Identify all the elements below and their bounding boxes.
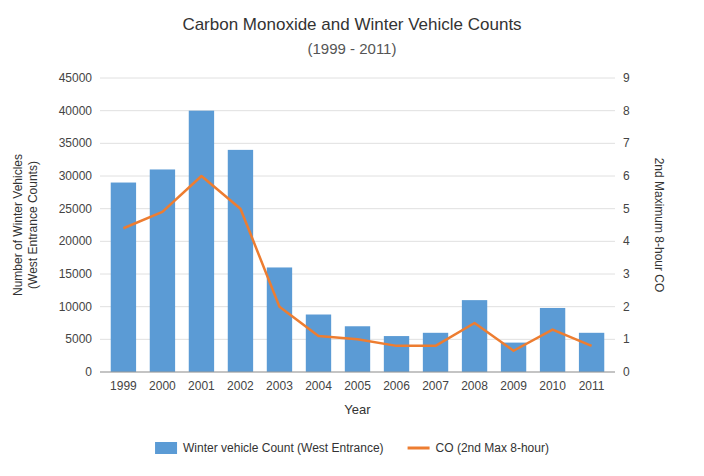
bar <box>579 333 604 372</box>
subtitle: (1999 - 2011) <box>308 40 397 57</box>
y2-tick-label: 1 <box>623 332 630 346</box>
grid <box>100 78 615 372</box>
legend-item: CO (2nd Max 8-hour) <box>408 441 549 455</box>
x-tick-label: 2003 <box>266 379 293 393</box>
y-tick-label: 10000 <box>59 300 93 314</box>
grid-line <box>100 78 615 79</box>
y-axis-label: Number of Winter Vehicles(West Entrance … <box>11 154 40 296</box>
y-tick-label: 40000 <box>59 104 93 118</box>
grid-line <box>100 110 615 111</box>
bar <box>306 315 331 372</box>
bar <box>189 111 214 372</box>
grid-line <box>100 176 615 177</box>
bar <box>540 308 565 372</box>
x-axis-line <box>100 372 615 373</box>
y-tick-label: 0 <box>85 365 92 379</box>
bar <box>228 150 253 372</box>
y-axis-label-line: (West Entrance Counts) <box>26 161 40 289</box>
legend-label: Winter vehicle Count (West Entrance) <box>183 441 384 455</box>
grid-line <box>100 306 615 307</box>
y-tick-label: 30000 <box>59 169 93 183</box>
x-tick-label: 2004 <box>305 379 332 393</box>
grid-line <box>100 143 615 144</box>
y-tick-label: 15000 <box>59 267 93 281</box>
y2-tick-label: 5 <box>623 202 630 216</box>
x-tick-label: 2010 <box>539 379 566 393</box>
x-tick-label: 2001 <box>188 379 215 393</box>
x-tick-label: 2002 <box>227 379 254 393</box>
y-tick-label: 5000 <box>65 332 92 346</box>
x-tick-label: 2007 <box>422 379 449 393</box>
y2-tick-label: 7 <box>623 136 630 150</box>
y2-tick-label: 2 <box>623 300 630 314</box>
x-tick-label: 2011 <box>579 379 605 393</box>
bar <box>111 183 136 372</box>
bar <box>462 300 487 372</box>
bar <box>384 336 409 372</box>
bar <box>150 169 175 372</box>
x-axis-label: Year <box>344 402 371 417</box>
y-tick-label: 25000 <box>59 202 93 216</box>
y2-tick-label: 8 <box>623 104 630 118</box>
title: Carbon Monoxide and Winter Vehicle Count… <box>182 15 521 34</box>
legend-swatch <box>155 442 177 454</box>
line <box>123 176 591 351</box>
bar <box>345 326 370 372</box>
marks <box>111 111 605 372</box>
legend-item: Winter vehicle Count (West Entrance) <box>155 441 384 455</box>
y-tick-label: 45000 <box>59 71 93 85</box>
y2-tick-label: 0 <box>623 365 630 379</box>
grid-line <box>100 274 615 275</box>
x-tick-label: 2005 <box>344 379 371 393</box>
legend: Winter vehicle Count (West Entrance) CO (… <box>155 441 549 455</box>
x-tick-label: 2009 <box>500 379 527 393</box>
x-tick-label: 2000 <box>149 379 176 393</box>
y2-axis-label: 2nd Maximum 8-hour CO <box>652 158 666 293</box>
x-tick-label: 2006 <box>383 379 410 393</box>
x-tick-label: 1999 <box>110 379 137 393</box>
legend-label: CO (2nd Max 8-hour) <box>436 441 549 455</box>
y2-tick-label: 6 <box>623 169 630 183</box>
y2-tick-label: 9 <box>623 71 630 85</box>
y-axis-label-line: Number of Winter Vehicles <box>11 154 25 296</box>
background <box>0 0 704 476</box>
grid-line <box>100 241 615 242</box>
grid-line <box>100 208 615 209</box>
chart: Carbon Monoxide and Winter Vehicle Count… <box>0 0 704 476</box>
legend-swatch <box>408 447 430 450</box>
y-tick-label: 35000 <box>59 136 93 150</box>
y-tick-label: 20000 <box>59 234 93 248</box>
y2-tick-label: 3 <box>623 267 630 281</box>
y2-tick-label: 4 <box>623 234 630 248</box>
grid-line <box>100 372 615 373</box>
bar <box>423 333 448 372</box>
x-tick-label: 2008 <box>461 379 488 393</box>
